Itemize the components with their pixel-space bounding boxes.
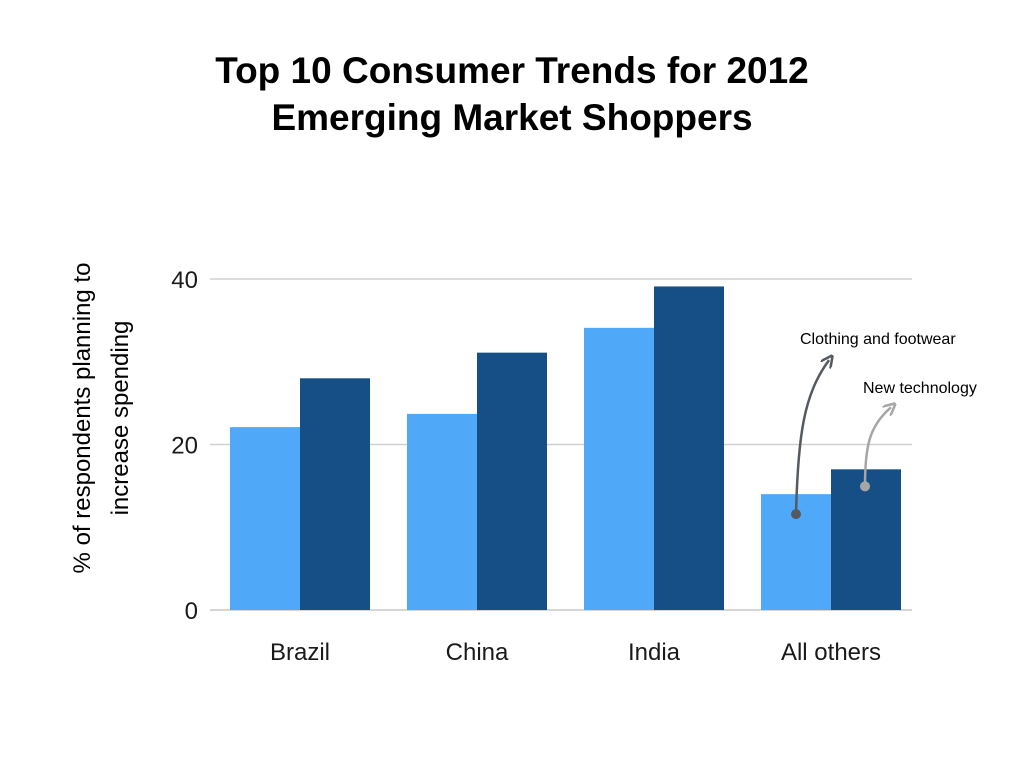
bar-all-others-new-technology (831, 469, 901, 610)
y-axis-label-line-1: % of respondents planning to (69, 263, 96, 574)
bar-china-new-technology (477, 352, 547, 610)
chart-title-line-2: Emerging Market Shoppers (271, 97, 752, 138)
bar-india-new-technology (654, 286, 724, 610)
clothing-arrow-dot (791, 509, 801, 520)
y-tick-label-20: 20 (171, 433, 198, 460)
technology-annotation-label: New technology (863, 380, 977, 397)
bar-china-clothing-and-footwear (407, 413, 477, 610)
x-category-label-india: India (628, 639, 681, 666)
bars (230, 286, 901, 610)
x-category-label-brazil: Brazil (270, 639, 330, 666)
x-category-labels: Brazil China India All others (270, 639, 881, 666)
technology-arrow (863, 407, 891, 487)
clothing-annotation-label: Clothing and footwear (800, 331, 956, 348)
bar-brazil-new-technology (300, 378, 370, 610)
y-axis-label-line-2: increase spending (107, 321, 134, 516)
y-axis-label: % of respondents planning to increase sp… (69, 263, 134, 574)
annotation-technology: New technology (860, 380, 977, 492)
y-tick-labels: 0 20 40 (171, 267, 198, 625)
y-tick-label-40: 40 (171, 267, 198, 294)
y-tick-label-0: 0 (185, 598, 198, 625)
bar-brazil-clothing-and-footwear (230, 427, 300, 610)
technology-arrow-dot (860, 481, 870, 492)
bar-india-clothing-and-footwear (584, 327, 654, 610)
clothing-arrow (794, 360, 829, 515)
x-category-label-china: China (446, 639, 509, 666)
chart-title-line-1: Top 10 Consumer Trends for 2012 (215, 50, 809, 91)
annotation-clothing: Clothing and footwear (791, 331, 956, 520)
x-category-label-all-others: All others (781, 639, 881, 666)
